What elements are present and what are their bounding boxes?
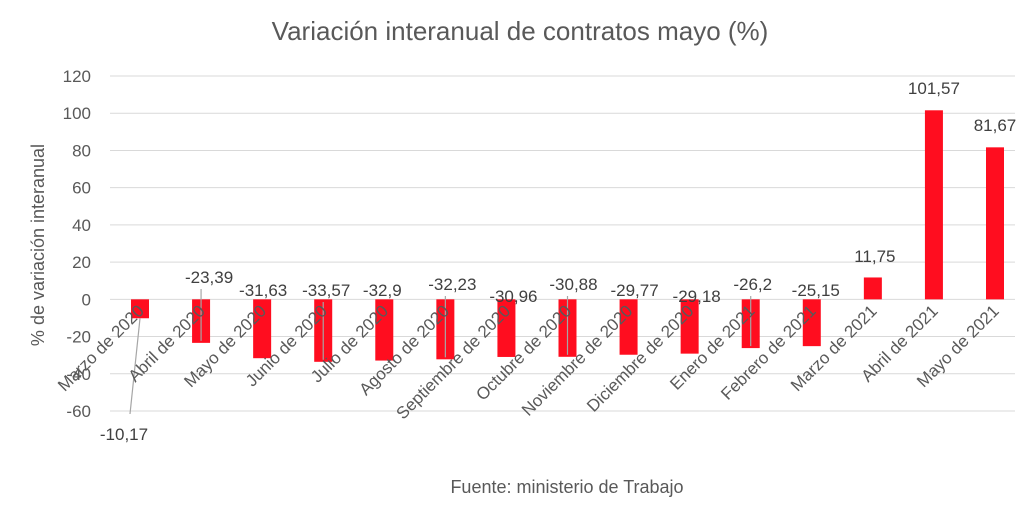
data-label: -30,96	[489, 287, 537, 306]
y-tick-label: -60	[66, 402, 91, 421]
source-note: Fuente: ministerio de Trabajo	[450, 477, 683, 497]
bar	[253, 299, 272, 359]
x-tick-label: Noviembre de 2020	[518, 301, 636, 419]
y-tick-label: 20	[72, 253, 91, 272]
data-label: -33,57	[302, 281, 350, 300]
bar	[802, 299, 821, 347]
y-tick-label: -20	[66, 328, 91, 347]
y-tick-label: -40	[66, 365, 91, 384]
data-label: 11,75	[854, 247, 895, 266]
data-label: -31,63	[239, 281, 287, 300]
leader-lines	[129, 289, 752, 415]
leader-line	[129, 318, 141, 415]
y-tick-label: 0	[82, 290, 91, 309]
bar	[131, 299, 149, 319]
data-label: -10,17	[100, 425, 148, 444]
y-tick-label: 100	[63, 104, 91, 123]
chart-title: Variación interanual de contratos mayo (…	[272, 16, 769, 46]
bar	[680, 299, 699, 354]
bar	[375, 299, 394, 361]
bar	[497, 299, 516, 357]
y-axis-ticks: -60 -40 -20 0 20 40 60 80 100 120	[63, 67, 91, 421]
bar	[863, 277, 882, 300]
bar	[924, 110, 943, 300]
data-label: -29,18	[673, 287, 721, 306]
x-tick-label: Diciembre de 2020	[583, 301, 697, 415]
data-label: -26,2	[733, 275, 772, 294]
y-tick-label: 60	[72, 179, 91, 198]
bar	[619, 299, 638, 355]
data-label: 101,57	[908, 79, 960, 98]
y-tick-label: 80	[72, 141, 91, 160]
bar	[986, 147, 1004, 300]
data-labels: -10,17 -23,39 -31,63 -33,57 -32,9 -32,23 -30,9…	[100, 79, 1016, 444]
data-label: -29,77	[610, 281, 658, 300]
data-label: -25,15	[792, 281, 840, 300]
data-label: -30,88	[549, 275, 597, 294]
data-label: -23,39	[185, 268, 233, 287]
data-label: -32,23	[428, 275, 476, 294]
y-tick-label: 120	[63, 67, 91, 86]
y-tick-label: 40	[72, 216, 91, 235]
data-label: -32,9	[363, 281, 402, 300]
y-axis-label: % de variación interanual	[28, 144, 48, 346]
data-label: 81,67	[974, 116, 1017, 135]
